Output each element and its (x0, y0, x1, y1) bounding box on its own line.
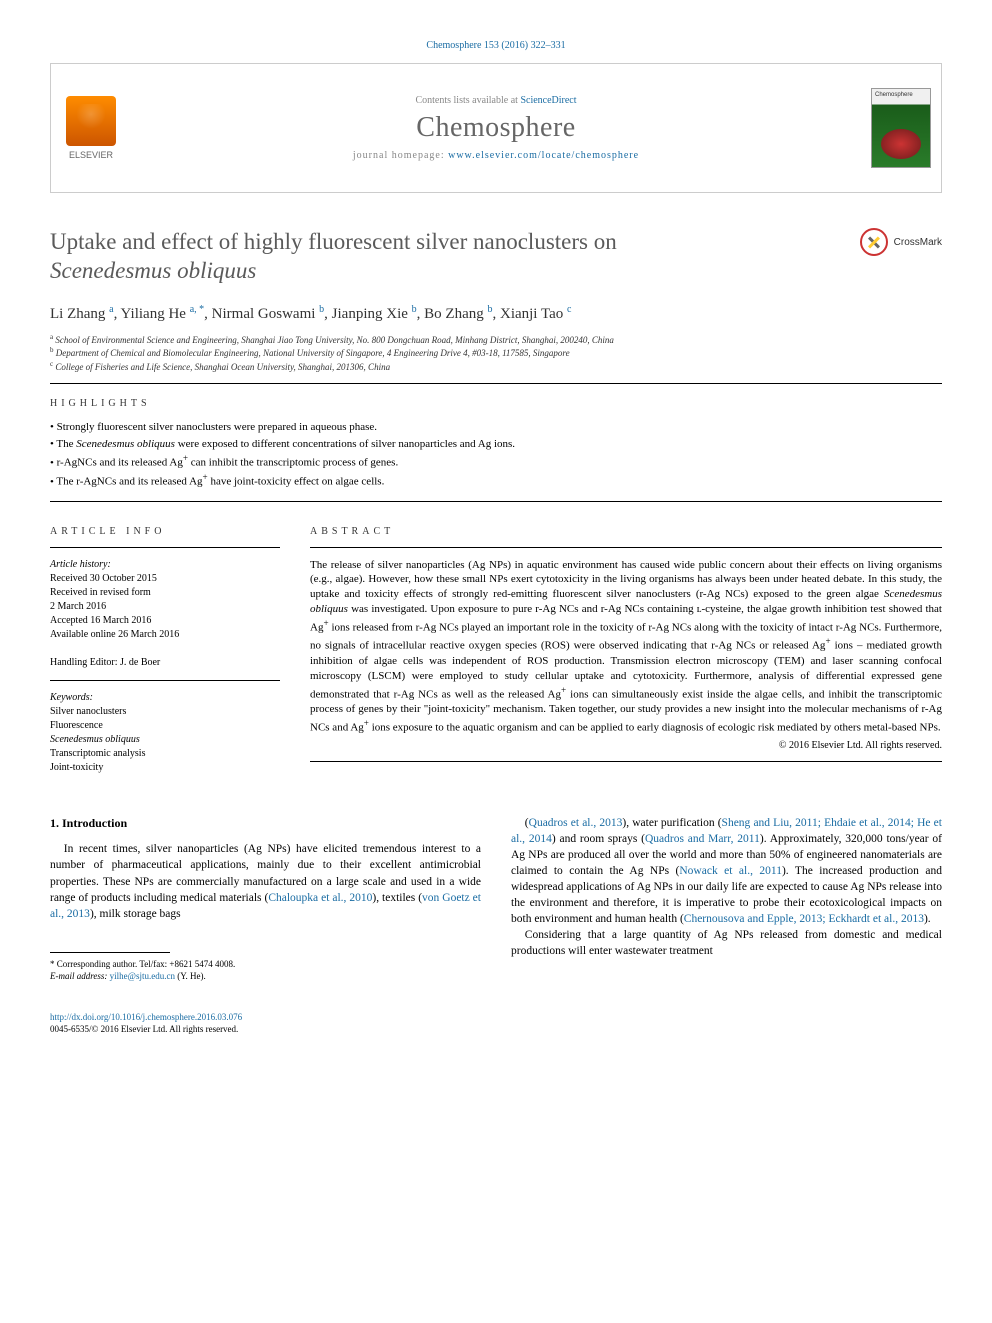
intro-heading: 1. Introduction (50, 815, 481, 832)
handling-editor: Handling Editor: J. de Boer (50, 656, 280, 670)
publisher-logo: ELSEVIER (51, 64, 131, 192)
keyword: Joint-toxicity (50, 761, 280, 775)
highlight-item: Strongly fluorescent silver nanoclusters… (50, 419, 942, 436)
cover-thumbnail: Chemosphere (861, 64, 941, 192)
divider (50, 501, 942, 502)
online-date: Available online 26 March 2016 (50, 628, 280, 642)
title-line-1: Uptake and effect of highly fluorescent … (50, 229, 617, 254)
keyword: Scenedesmus obliquus (50, 733, 280, 747)
email-suffix: (Y. He). (177, 971, 206, 981)
contents-available: Contents lists available at ScienceDirec… (415, 95, 576, 106)
doi-link[interactable]: http://dx.doi.org/10.1016/j.chemosphere.… (50, 1012, 242, 1022)
publisher-name: ELSEVIER (69, 150, 113, 160)
crossmark-badge[interactable]: CrossMark (860, 228, 942, 256)
corresponding-author-footnote: * Corresponding author. Tel/fax: +8621 5… (50, 959, 481, 982)
keyword: Silver nanoclusters (50, 705, 280, 719)
homepage-line: journal homepage: www.elsevier.com/locat… (353, 150, 639, 161)
keyword: Fluorescence (50, 719, 280, 733)
crossmark-label: CrossMark (894, 237, 942, 248)
keyword: Transcriptomic analysis (50, 747, 280, 761)
sciencedirect-link[interactable]: ScienceDirect (520, 95, 576, 106)
copyright: © 2016 Elsevier Ltd. All rights reserved… (310, 740, 942, 751)
crossmark-icon (860, 228, 888, 256)
affiliations: a School of Environmental Science and En… (50, 333, 942, 374)
email-link[interactable]: yilhe@sjtu.edu.cn (110, 971, 175, 981)
divider (310, 761, 942, 762)
accepted-date: Accepted 16 March 2016 (50, 614, 280, 628)
homepage-link[interactable]: www.elsevier.com/locate/chemosphere (448, 150, 639, 161)
cover-leaf-icon (881, 129, 921, 159)
article-title: Uptake and effect of highly fluorescent … (50, 228, 840, 286)
highlight-item: The Scenedesmus obliquus were exposed to… (50, 436, 942, 453)
article-info-label: ARTICLE INFO (50, 526, 280, 537)
elsevier-tree-icon (66, 96, 116, 146)
intro-paragraph: (Quadros et al., 2013), water purificati… (511, 815, 942, 928)
homepage-prefix: journal homepage: (353, 150, 448, 161)
issn-copyright: 0045-6535/© 2016 Elsevier Ltd. All right… (50, 1024, 238, 1034)
affiliation-c: c College of Fisheries and Life Science,… (50, 360, 942, 374)
intro-paragraph: Considering that a large quantity of Ag … (511, 927, 942, 959)
authors: Li Zhang a, Yiliang He a, *, Nirmal Gosw… (50, 304, 942, 323)
cover-label: Chemosphere (875, 92, 927, 98)
highlights-list: Strongly fluorescent silver nanoclusters… (50, 419, 942, 490)
footnote-divider (50, 952, 170, 953)
corr-author: * Corresponding author. Tel/fax: +8621 5… (50, 959, 481, 971)
highlight-item: The r-AgNCs and its released Ag+ have jo… (50, 471, 942, 490)
abstract-label: ABSTRACT (310, 526, 942, 537)
intro-paragraph: In recent times, silver nanoparticles (A… (50, 841, 481, 921)
article-history: Article history: Received 30 October 201… (50, 558, 280, 670)
history-head: Article history: (50, 558, 280, 572)
keywords-block: Keywords: Silver nanoclusters Fluorescen… (50, 691, 280, 775)
highlight-item: r-AgNCs and its released Ag+ can inhibit… (50, 452, 942, 471)
email-label: E-mail address: (50, 971, 107, 981)
affiliation-b: b Department of Chemical and Biomolecula… (50, 346, 942, 360)
title-species: Scenedesmus obliquus (50, 258, 256, 283)
received-date: Received 30 October 2015 (50, 572, 280, 586)
contents-prefix: Contents lists available at (415, 95, 520, 106)
affiliation-a: a School of Environmental Science and En… (50, 333, 942, 347)
divider (50, 680, 280, 681)
abstract-text: The release of silver nanoparticles (Ag … (310, 558, 942, 736)
revised-label: Received in revised form (50, 586, 280, 600)
page-footer: http://dx.doi.org/10.1016/j.chemosphere.… (50, 1012, 942, 1035)
journal-name: Chemosphere (416, 112, 575, 144)
keywords-head: Keywords: (50, 691, 280, 705)
divider (50, 547, 280, 548)
divider (50, 383, 942, 384)
revised-date: 2 March 2016 (50, 600, 280, 614)
divider (310, 547, 942, 548)
citation: Chemosphere 153 (2016) 322–331 (50, 40, 942, 51)
highlights-label: HIGHLIGHTS (50, 398, 942, 409)
journal-header: ELSEVIER Contents lists available at Sci… (50, 63, 942, 193)
